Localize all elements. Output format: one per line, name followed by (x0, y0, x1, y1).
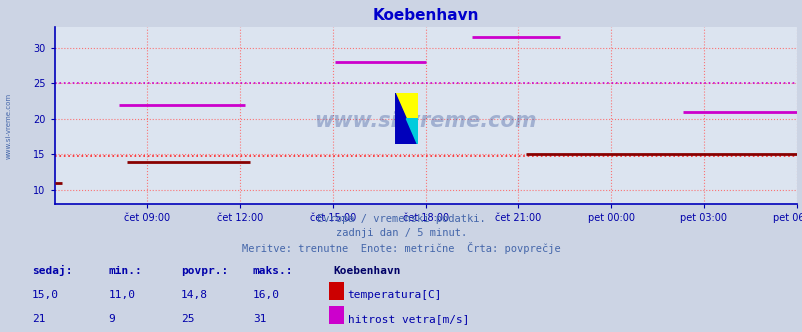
Text: Evropa / vremenski podatki.: Evropa / vremenski podatki. (317, 214, 485, 224)
Text: povpr.:: povpr.: (180, 266, 228, 276)
Text: 9: 9 (108, 314, 115, 324)
Text: 25: 25 (180, 314, 194, 324)
Text: Meritve: trenutne  Enote: metrične  Črta: povprečje: Meritve: trenutne Enote: metrične Črta: … (242, 242, 560, 254)
Polygon shape (395, 93, 417, 144)
Text: hitrost vetra[m/s]: hitrost vetra[m/s] (347, 314, 468, 324)
Text: 21: 21 (32, 314, 46, 324)
Text: www.si-vreme.com: www.si-vreme.com (6, 93, 11, 159)
Text: zadnji dan / 5 minut.: zadnji dan / 5 minut. (335, 228, 467, 238)
Text: 14,8: 14,8 (180, 290, 208, 300)
Text: sedaj:: sedaj: (32, 265, 72, 276)
Text: min.:: min.: (108, 266, 142, 276)
Polygon shape (406, 119, 417, 144)
Text: Koebenhavn: Koebenhavn (333, 266, 400, 276)
Text: 15,0: 15,0 (32, 290, 59, 300)
Text: 11,0: 11,0 (108, 290, 136, 300)
Text: 31: 31 (253, 314, 266, 324)
Text: www.si-vreme.com: www.si-vreme.com (314, 111, 537, 131)
Text: temperatura[C]: temperatura[C] (347, 290, 442, 300)
Text: maks.:: maks.: (253, 266, 293, 276)
Text: 16,0: 16,0 (253, 290, 280, 300)
Polygon shape (395, 93, 417, 144)
Title: Koebenhavn: Koebenhavn (372, 8, 478, 23)
